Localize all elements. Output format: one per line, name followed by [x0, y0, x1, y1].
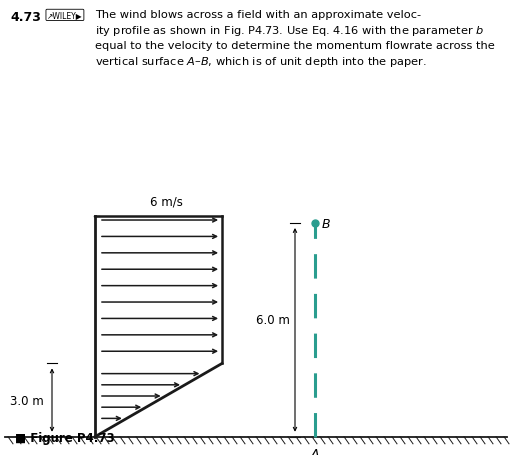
Text: ↗WILEY▶: ↗WILEY▶ [47, 11, 83, 20]
Text: 6.0 m: 6.0 m [256, 313, 290, 327]
Text: The wind blows across a field with an approximate veloc-
ity profile as shown in: The wind blows across a field with an ap… [95, 10, 495, 69]
Text: B: B [322, 217, 331, 230]
Text: A: A [311, 447, 319, 455]
Text: 3.0 m: 3.0 m [10, 394, 44, 407]
Text: 6 m/s: 6 m/s [150, 195, 183, 208]
Text: 4.73: 4.73 [10, 11, 41, 25]
Text: ■ Figure P4.73: ■ Figure P4.73 [15, 430, 115, 444]
